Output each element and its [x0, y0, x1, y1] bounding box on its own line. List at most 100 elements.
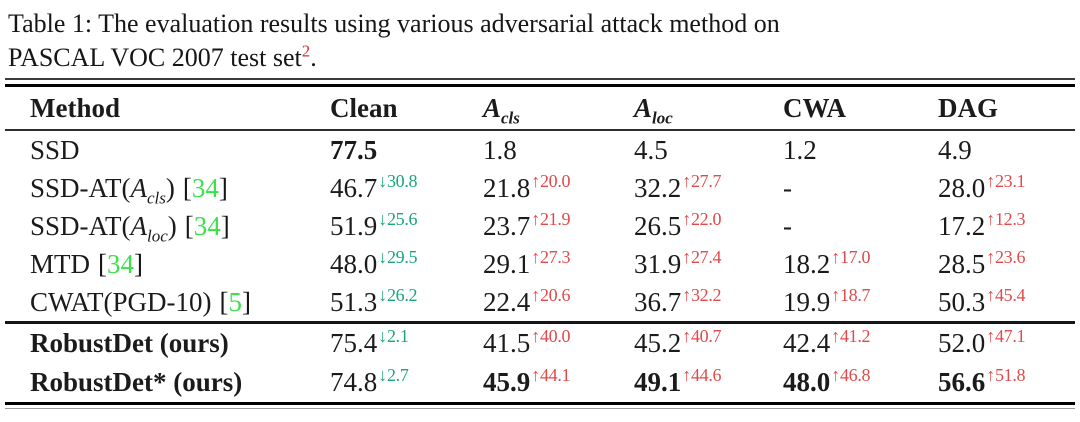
map-value: 19.9 [783, 286, 831, 317]
method-name: SSD [30, 134, 80, 165]
delta-superscript: ↑20.0 [531, 170, 571, 191]
delta-superscript: ↑47.1 [986, 325, 1026, 346]
citation-link[interactable]: [34] [182, 172, 228, 203]
delta-superscript: ↓25.6 [378, 208, 418, 229]
map-value: 48.0 [330, 248, 378, 279]
cell-cwa: 19.9↑18.7 [783, 284, 938, 318]
map-value: 48.0 [783, 366, 831, 397]
map-value: 45.2 [634, 327, 682, 358]
cell-a-loc: 45.2↑40.7 [634, 325, 783, 359]
map-value: 32.2 [634, 172, 682, 203]
map-value: 23.7 [483, 210, 531, 241]
citation-link[interactable]: [34] [184, 210, 230, 241]
caption-text: Table 1: The evaluation results using va… [8, 9, 780, 38]
column-header-method: Method [30, 92, 120, 123]
method-name: SSD-AT( [30, 210, 131, 241]
map-value: 21.8 [483, 172, 531, 203]
cell-cwa: 48.0↑46.8 [783, 364, 938, 398]
column-header-a-cls: Acls [483, 92, 520, 127]
delta-superscript: ↑27.7 [682, 170, 722, 191]
cell-clean: 46.7↓30.8 [330, 170, 483, 204]
table-caption: Table 1: The evaluation results using va… [0, 0, 1080, 75]
citation-link[interactable]: [34] [98, 248, 143, 279]
delta-superscript: ↑40.7 [682, 325, 722, 346]
cell-dag: 17.2↑12.3 [938, 208, 1075, 242]
delta-superscript: ↑41.2 [831, 325, 871, 346]
citation-number[interactable]: 34 [193, 210, 221, 241]
top-rule-thin [5, 78, 1075, 80]
delta-superscript: ↑44.6 [682, 364, 722, 385]
method-cell: SSD-AT(Acls) [34] [30, 172, 330, 206]
delta-superscript: ↑27.3 [531, 246, 571, 267]
method-name-suffix: ) [167, 210, 177, 241]
cell-clean: 48.0↓29.5 [330, 248, 483, 280]
map-value: 74.8 [330, 366, 378, 397]
cell-a-cls: 41.5↑40.0 [483, 325, 634, 359]
delta-superscript: ↑18.7 [831, 284, 871, 305]
citation-number[interactable]: 5 [228, 286, 243, 317]
delta-superscript: ↑46.8 [831, 364, 871, 385]
method-cell: MTD [34] [30, 249, 330, 280]
cell-a-loc: 26.5↑22.0 [634, 208, 783, 242]
method-name-suffix: ) [165, 172, 175, 203]
cell-dag: 4.9 [938, 135, 1075, 166]
delta-superscript: ↑12.3 [986, 208, 1026, 229]
column-header-cwa: CWA [783, 92, 847, 123]
method-cell: SSD [30, 135, 330, 166]
method-name: RobustDet* (ours) [30, 366, 243, 397]
method-cell: CWAT(PGD-10) [5] [30, 287, 330, 318]
map-value: 50.3 [938, 286, 986, 317]
table-body: SSD 77.5 1.8 4.5 1.2 4.9 SSD-AT(Acls) [34] 46… [5, 131, 1075, 402]
map-value: 29.1 [483, 248, 531, 279]
table-row: SSD-AT(Aloc) [34] 51.9↓25.6 23.7↑21.9 26.5↑… [5, 207, 1075, 245]
table-row: RobustDet (ours) 75.4↓2.1 41.5↑40.0 45.2↑4… [5, 324, 1075, 362]
citation-number[interactable]: 34 [107, 248, 134, 279]
map-value: - [783, 172, 792, 203]
cell-a-loc: 49.1↑44.6 [634, 364, 783, 398]
table-row: RobustDet* (ours) 74.8↓2.7 45.9↑44.1 49.1↑… [5, 362, 1075, 402]
cell-a-cls: 22.4↑20.6 [483, 284, 634, 318]
column-header-dag: DAG [938, 92, 998, 123]
method-name: RobustDet (ours) [30, 327, 229, 358]
table-row: CWAT(PGD-10) [5] 51.3↓26.2 22.4↑20.6 36.7↑3… [5, 283, 1075, 321]
map-value: 1.8 [483, 134, 517, 165]
table-row: MTD [34] 48.0↓29.5 29.1↑27.3 31.9↑27.4 18.2↑… [5, 245, 1075, 283]
delta-superscript: ↑17.0 [831, 246, 871, 267]
cell-dag: 52.0↑47.1 [938, 325, 1075, 359]
delta-superscript: ↓30.8 [378, 170, 418, 191]
delta-superscript: ↓26.2 [378, 284, 418, 305]
delta-superscript: ↓2.7 [378, 364, 409, 385]
map-value: 36.7 [634, 286, 682, 317]
delta-superscript: ↑40.0 [531, 325, 571, 346]
map-value: 51.3 [330, 286, 378, 317]
delta-superscript: ↑22.0 [682, 208, 722, 229]
cell-cwa: - [783, 173, 938, 204]
delta-superscript: ↓2.1 [378, 325, 409, 346]
caption-line-1: Table 1: The evaluation results using va… [8, 7, 1070, 41]
delta-superscript: ↑32.2 [682, 284, 722, 305]
map-value: 31.9 [634, 248, 682, 279]
cell-dag: 28.0↑23.1 [938, 172, 1075, 204]
delta-superscript: ↑45.4 [986, 284, 1026, 305]
map-value: 56.6 [938, 366, 986, 397]
column-header-clean: Clean [330, 92, 398, 123]
cell-a-cls: 23.7↑21.9 [483, 208, 634, 242]
map-value: 22.4 [483, 286, 531, 317]
map-value: 51.9 [330, 210, 378, 241]
cell-dag: 28.5↑23.6 [938, 248, 1075, 280]
cell-clean: 74.8↓2.7 [330, 364, 483, 398]
cell-cwa: 42.4↑41.2 [783, 325, 938, 359]
cell-a-loc: 36.7↑32.2 [634, 284, 783, 318]
cell-a-cls: 45.9↑44.1 [483, 366, 634, 398]
cell-clean: 75.4↓2.1 [330, 325, 483, 359]
delta-superscript: ↑21.9 [531, 208, 571, 229]
footnote-marker[interactable]: 2 [301, 41, 311, 61]
delta-superscript: ↑20.6 [531, 284, 571, 305]
citation-number[interactable]: 34 [191, 172, 219, 203]
caption-period: . [310, 43, 317, 72]
map-value: 1.2 [783, 134, 817, 165]
method-cell: RobustDet* (ours) [30, 367, 330, 398]
citation-link[interactable]: [5] [219, 286, 252, 317]
section-divider-rule [5, 321, 1075, 324]
map-value: 75.4 [330, 327, 378, 358]
